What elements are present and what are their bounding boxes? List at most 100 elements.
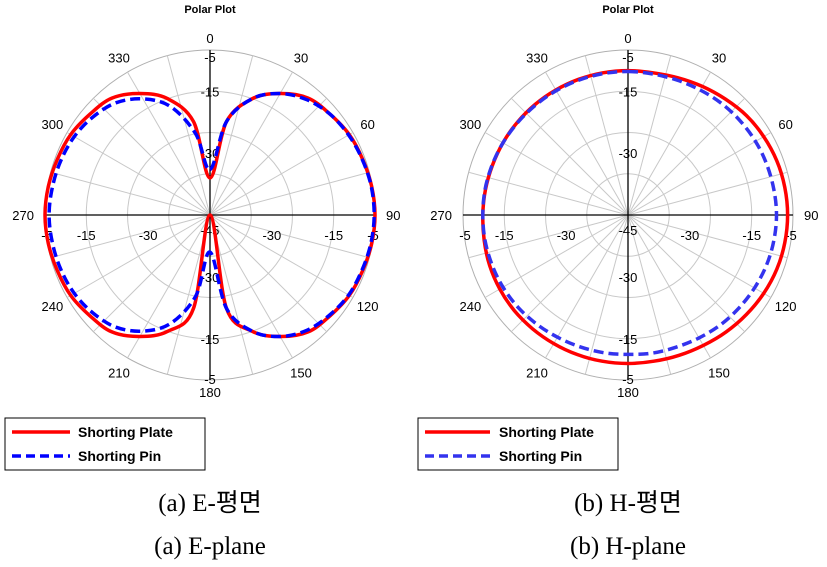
radial-tick-label: -5	[459, 228, 471, 243]
grid-spoke	[209, 214, 370, 259]
radial-tick-label: -30	[557, 228, 576, 243]
grid-spoke	[627, 132, 772, 216]
angle-tick-label: 90	[804, 208, 818, 223]
radial-tick-label: -30	[139, 228, 158, 243]
radial-tick-label: -15	[77, 228, 96, 243]
grid-spoke	[627, 97, 746, 216]
radial-tick-label: -45	[619, 223, 638, 238]
grid-spoke	[209, 214, 328, 333]
grid-spoke	[468, 171, 629, 216]
angle-tick-label: 270	[12, 208, 34, 223]
grid-spoke	[209, 97, 328, 216]
grid-spoke	[468, 214, 629, 259]
angle-tick-label: 60	[360, 117, 374, 132]
radial-tick-label: -15	[742, 228, 761, 243]
polar-panel-e-plane: Polar Plot 0 30 60 90 120 150 180 210 240 270 300 3…	[4, 4, 400, 560]
radial-tick-label: -5	[204, 372, 216, 387]
polar-grid	[462, 49, 794, 381]
caption-korean: (b) H-평면	[574, 489, 682, 517]
angle-tick-label: 330	[108, 50, 130, 65]
grid-spoke	[584, 55, 629, 216]
grid-spoke	[92, 214, 211, 333]
angle-tick-label: 300	[460, 117, 482, 132]
angle-tick-label: 60	[778, 117, 792, 132]
angle-tick-label: 90	[386, 208, 400, 223]
angle-tick-label: 240	[42, 299, 64, 314]
angle-tick-label: 240	[460, 299, 482, 314]
grid-spoke	[627, 55, 672, 216]
chart-title: Polar Plot	[184, 4, 236, 16]
angle-tick-label: 150	[708, 366, 730, 381]
angle-tick-label: 30	[294, 50, 308, 65]
grid-spoke	[209, 171, 370, 216]
grid-spoke	[166, 55, 211, 216]
radial-tick-label: -15	[495, 228, 514, 243]
series-group	[43, 91, 377, 339]
angle-tick-label: 120	[775, 299, 797, 314]
grid-spoke	[545, 71, 629, 216]
polar-grid	[44, 49, 376, 381]
angle-tick-label: 120	[357, 299, 379, 314]
grid-spoke	[627, 171, 788, 216]
radial-tick-label: -15	[201, 84, 220, 99]
grid-spoke	[510, 97, 629, 216]
caption-english: (a) E-plane	[154, 533, 266, 560]
polar-panel-h-plane: Polar Plot 0 30 60 90 120 150 180 210 240 270 300 3…	[417, 4, 818, 560]
angle-tick-label: 180	[617, 385, 639, 400]
radial-tick-label: -5	[204, 50, 216, 65]
angle-tick-label: 210	[526, 366, 548, 381]
legend-box	[4, 417, 206, 471]
legend-label-shorting-pin: Shorting Pin	[78, 448, 161, 464]
radial-tick-label: -15	[619, 84, 638, 99]
legend-label-shorting-plate: Shorting Plate	[78, 424, 173, 440]
angle-tick-label: 0	[624, 31, 631, 46]
series-group	[481, 68, 790, 366]
angle-tick-label: 210	[108, 366, 130, 381]
legend-label-shorting-plate: Shorting Plate	[499, 424, 594, 440]
grid-spoke	[627, 214, 711, 359]
radial-tick-label: -30	[619, 146, 638, 161]
series-line-shorting-pin	[47, 91, 376, 339]
grid-spoke	[484, 214, 629, 298]
radial-tick-label: -5	[622, 50, 634, 65]
angle-tick-label: 150	[290, 366, 312, 381]
grid-spoke	[627, 214, 772, 298]
grid-spoke	[627, 214, 746, 333]
grid-spoke	[92, 97, 211, 216]
legend: Shorting Plate Shorting Pin	[4, 417, 206, 471]
radial-tick-label: -30	[201, 146, 220, 161]
grid-spoke	[209, 214, 293, 359]
angle-tick-label: 270	[430, 208, 452, 223]
grid-spoke	[545, 214, 629, 359]
legend-label-shorting-pin: Shorting Pin	[499, 448, 582, 464]
grid-spoke	[627, 71, 711, 216]
grid-spoke	[50, 171, 211, 216]
series-line-shorting-pin	[481, 69, 779, 357]
radial-tick-label: -30	[680, 228, 699, 243]
grid-spoke	[484, 132, 629, 216]
grid-spoke	[209, 55, 254, 216]
angle-tick-label: 0	[206, 31, 213, 46]
angle-tick-label: 330	[526, 50, 548, 65]
grid-spoke	[209, 132, 354, 216]
radial-tick-label: -15	[324, 228, 343, 243]
radial-tick-label: -30	[201, 270, 220, 285]
tick-labels: 0 30 60 90 120 150 180 210 240 270 300 330 -45 -30 -30…	[430, 31, 818, 400]
radial-tick-label: -15	[201, 332, 220, 347]
grid-spoke	[627, 214, 672, 375]
grid-spoke	[66, 214, 211, 298]
chart-title: Polar Plot	[602, 4, 654, 16]
radial-tick-label: -30	[262, 228, 281, 243]
angle-tick-label: 180	[199, 385, 221, 400]
grid-spoke	[50, 214, 211, 259]
angle-tick-label: 30	[712, 50, 726, 65]
radial-tick-label: -5	[622, 372, 634, 387]
caption-korean: (a) E-평면	[158, 489, 262, 517]
grid-spoke	[127, 71, 211, 216]
caption-english: (b) H-plane	[570, 533, 686, 560]
grid-spoke	[584, 214, 629, 375]
radial-tick-label: -30	[619, 270, 638, 285]
grid-spoke	[209, 71, 293, 216]
grid-spoke	[510, 214, 629, 333]
